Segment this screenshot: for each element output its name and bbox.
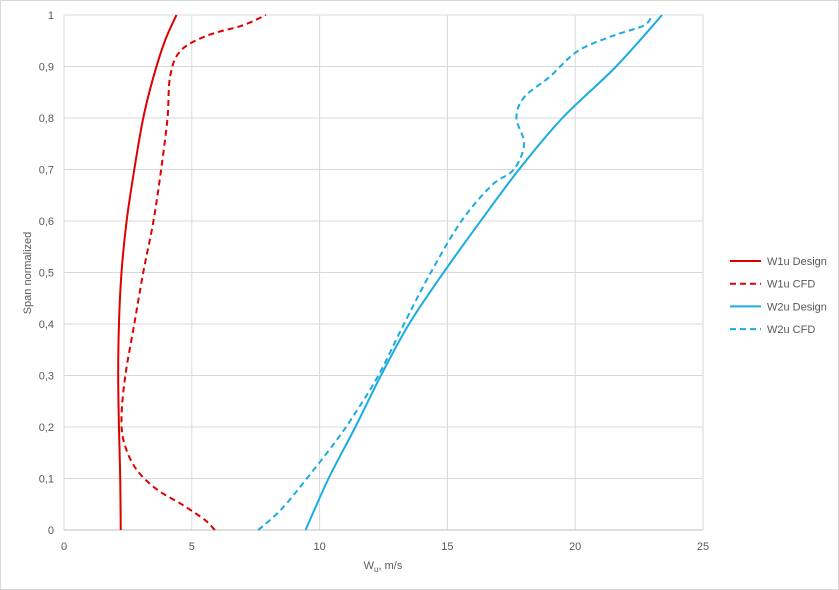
- y-tick-label: 0,7: [39, 165, 54, 177]
- x-tick-label: 15: [441, 541, 453, 553]
- x-axis-title: Wu, m/s: [364, 560, 403, 574]
- legend-label-w2u-cfd: W2u CFD: [767, 324, 815, 336]
- series-line-w2u-design: [304, 14, 663, 531]
- legend-label-w1u-design: W1u Design: [767, 256, 827, 268]
- legend-label-w1u-cfd: W1u CFD: [767, 279, 815, 291]
- y-tick-label: 0,1: [39, 474, 54, 486]
- tick-labels: 0 5 10 15 20 25 0 0,1 0,2 0,3 0,4 0,5 0,6 0,7 0,8 0,9 1: [39, 10, 709, 553]
- y-tick-label: 0,9: [39, 62, 54, 74]
- x-axis-title-sub: u: [374, 565, 378, 574]
- x-tick-label: 0: [61, 541, 67, 553]
- legend: W1u Design W1u CFD W2u Design W2u CFD: [730, 256, 827, 336]
- y-tick-label: 0,4: [39, 319, 54, 331]
- x-tick-label: 25: [697, 541, 709, 553]
- x-axis-title-rest: , m/s: [379, 560, 403, 572]
- legend-label-w2u-design: W2u Design: [767, 301, 827, 313]
- x-tick-label: 5: [189, 541, 195, 553]
- x-tick-label: 10: [313, 541, 325, 553]
- y-tick-label: 1: [48, 10, 54, 22]
- series-lines: [117, 14, 663, 531]
- y-tick-label: 0: [48, 525, 54, 537]
- y-tick-label: 0,6: [39, 216, 54, 228]
- series-line-w1u-cfd: [120, 14, 267, 531]
- series-line-w1u-design: [117, 14, 178, 531]
- y-tick-label: 0,3: [39, 371, 54, 383]
- y-axis-title: Span normalized: [22, 232, 34, 315]
- y-tick-label: 0,8: [39, 113, 54, 125]
- x-tick-label: 20: [569, 541, 581, 553]
- gridlines: [63, 14, 704, 530]
- y-tick-label: 0,5: [39, 268, 54, 280]
- y-tick-label: 0,2: [39, 422, 54, 434]
- x-axis-title-main: W: [364, 560, 375, 572]
- series-line-w2u-cfd: [257, 14, 653, 531]
